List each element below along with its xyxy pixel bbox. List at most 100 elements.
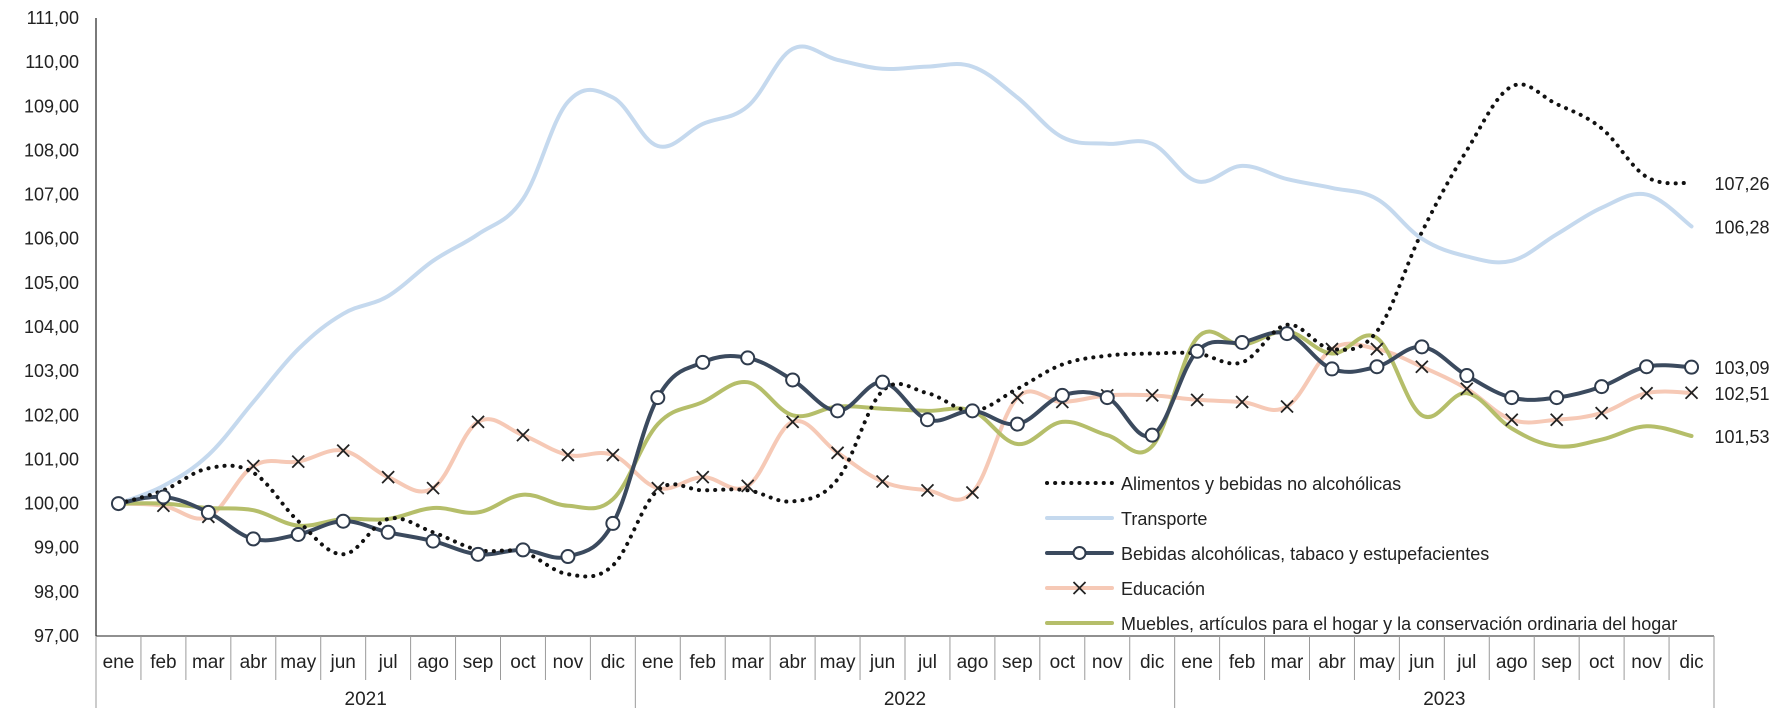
legend: Alimentos y bebidas no alcohólicas Transp… (1045, 474, 1677, 634)
x-tick-label: jun (1408, 652, 1434, 673)
data-point-marker (561, 448, 575, 462)
data-point-marker (1684, 359, 1700, 375)
legend-label: Bebidas alcohólicas, tabaco y estupefaci… (1121, 544, 1489, 564)
data-point-marker (1459, 368, 1475, 384)
data-point-marker (1639, 359, 1655, 375)
data-point-marker (110, 496, 126, 512)
end-value-label: 106,28 (1715, 217, 1770, 237)
data-point-marker (291, 454, 305, 469)
data-point-marker (875, 474, 890, 489)
x-tick-label: ago (1496, 652, 1528, 673)
data-point-marker (875, 374, 891, 390)
x-tick-label: abr (1318, 652, 1346, 673)
y-tick-label: 102,00 (24, 405, 79, 425)
data-point-marker (335, 513, 351, 529)
data-point-marker (1235, 395, 1249, 409)
x-tick-label: mar (1271, 652, 1304, 673)
data-point-marker (740, 350, 756, 366)
y-tick-label: 97,00 (34, 626, 79, 646)
data-point-marker (1279, 326, 1295, 342)
series-line (116, 330, 1694, 560)
x-tick-label: ene (642, 652, 674, 673)
legend-label: Transporte (1121, 509, 1207, 529)
y-tick-label: 110,00 (25, 52, 79, 72)
x-tick-label: dic (1679, 652, 1703, 673)
data-point-marker (336, 443, 350, 458)
y-tick-label: 109,00 (24, 96, 79, 116)
x-tick-label: ago (417, 652, 449, 673)
data-point-marker (606, 448, 620, 462)
data-point-marker (1324, 361, 1340, 377)
end-value-label: 101,53 (1715, 427, 1770, 447)
legend-item: Educación (1045, 579, 1205, 599)
legend-label: Muebles, artículos para el hogar y la co… (1121, 614, 1677, 634)
data-point-marker (290, 526, 306, 542)
y-tick-label: 107,00 (24, 185, 79, 205)
data-point-marker (1145, 388, 1159, 403)
data-point-marker (1189, 343, 1205, 359)
x-tick-label: jun (330, 652, 356, 673)
data-point-marker (1460, 382, 1474, 396)
data-point-marker (560, 549, 576, 565)
y-tick-label: 111,00 (27, 8, 79, 28)
data-point-marker (471, 415, 485, 429)
y-tick-label: 99,00 (34, 538, 79, 558)
data-point-marker (1595, 406, 1609, 420)
data-point-marker (426, 481, 440, 495)
x-tick-label: mar (731, 652, 764, 673)
series-line (116, 329, 1694, 528)
x-tick-label: may (1359, 652, 1395, 673)
x-tick-label: jul (917, 652, 937, 673)
data-point-marker (1550, 413, 1564, 427)
x-tick-label: jun (869, 652, 895, 673)
y-tick-label: 103,00 (24, 361, 79, 381)
end-labels: 106,28 102,51 101,53 103,09 107,26 (1715, 174, 1770, 447)
data-point-marker (200, 504, 216, 520)
data-point-marker (1415, 360, 1429, 374)
x-tick-label: feb (1229, 652, 1255, 673)
x-tick-label: abr (240, 652, 268, 673)
y-tick-label: 108,00 (24, 140, 79, 160)
data-point-marker (515, 542, 531, 558)
x-tick-label: ene (103, 652, 135, 673)
data-point-marker (1190, 393, 1204, 407)
data-point-marker (246, 459, 260, 473)
x-tick-label: nov (1631, 652, 1662, 673)
axes-group: 97,00 98,00 99,00 100,00 101,00 102,00 103,00 1… (24, 8, 1715, 708)
data-point-marker (1504, 390, 1520, 406)
end-value-label: 103,09 (1715, 358, 1770, 378)
data-point-marker (1325, 342, 1339, 356)
data-point-marker (470, 546, 486, 562)
data-point-marker (696, 470, 710, 484)
data-point-marker (785, 372, 801, 388)
data-point-marker (695, 354, 711, 370)
x-tick-label: feb (690, 652, 716, 673)
year-label: 2022 (884, 689, 926, 708)
y-tick-label: 105,00 (24, 273, 79, 293)
legend-label: Educación (1121, 579, 1205, 599)
data-point-marker (1370, 342, 1384, 356)
x-tick-label: jul (378, 652, 398, 673)
end-value-label: 107,26 (1715, 174, 1770, 194)
legend-item: Transporte (1045, 509, 1207, 529)
data-point-marker (155, 489, 171, 505)
data-point-marker (1099, 390, 1115, 406)
x-tick-label: dic (601, 652, 625, 673)
x-tick-label: feb (150, 652, 176, 673)
x-tick-label: mar (192, 652, 225, 673)
legend-label: Alimentos y bebidas no alcohólicas (1121, 474, 1401, 494)
data-point-marker (965, 485, 980, 500)
y-tick-label: 101,00 (24, 449, 79, 469)
end-value-label: 102,51 (1715, 384, 1770, 404)
x-tick-label: abr (779, 652, 807, 673)
y-tick-label: 106,00 (24, 229, 79, 249)
data-point-marker (1280, 399, 1294, 414)
series-markers (110, 326, 1700, 565)
data-point-marker (830, 446, 845, 460)
data-point-marker (1144, 427, 1160, 443)
x-tick-label: oct (510, 652, 536, 673)
x-tick-label: dic (1140, 652, 1164, 673)
series-lines (116, 44, 1694, 579)
x-tick-label: may (820, 652, 856, 673)
